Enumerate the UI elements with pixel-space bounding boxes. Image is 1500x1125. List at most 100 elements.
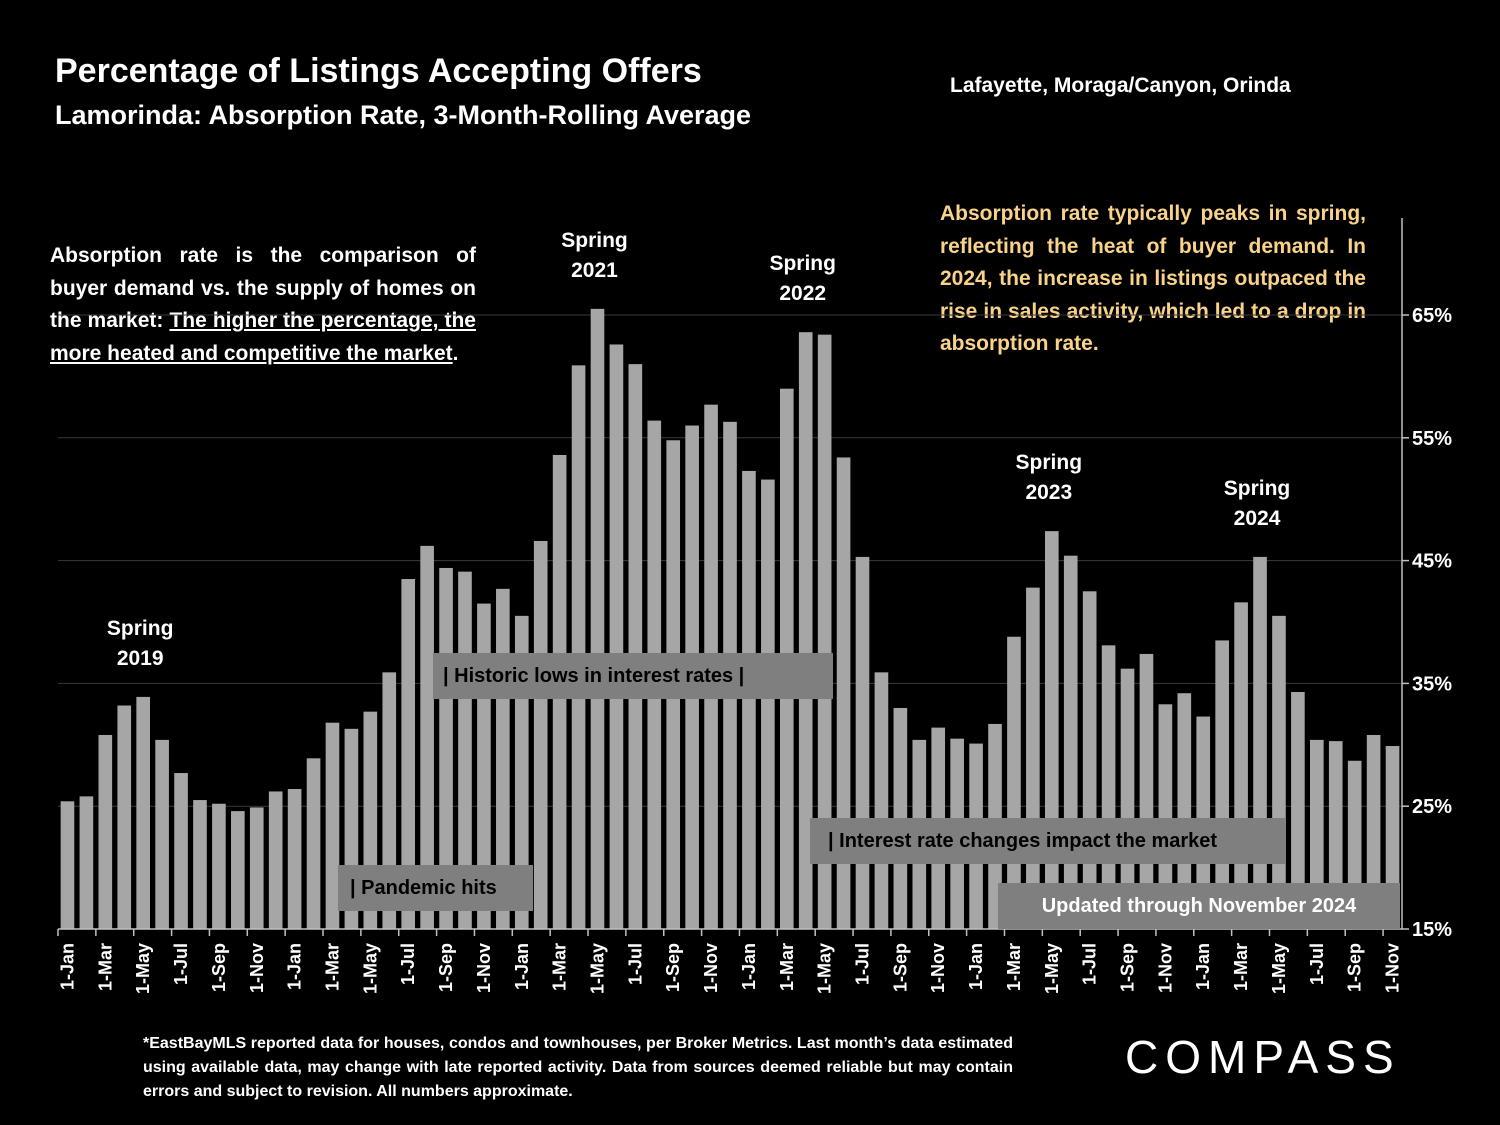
bar xyxy=(231,811,245,929)
x-tick-label: 1-May xyxy=(360,943,380,994)
x-tick-label: 1-Mar xyxy=(1004,943,1024,991)
x-tick-label: 1-Mar xyxy=(1231,943,1251,991)
bar xyxy=(325,722,340,929)
x-tick-label: 1-Jan xyxy=(1193,943,1213,990)
bar xyxy=(79,796,94,929)
bar xyxy=(590,308,605,929)
x-tick-label: 1-May xyxy=(587,943,607,994)
insight-note: Absorption rate typically peaks in sprin… xyxy=(940,202,1366,355)
y-tick-label: 25% xyxy=(1412,796,1452,818)
x-tick-label: 1-Jul xyxy=(1307,943,1327,985)
spring-annotations: Spring 2019 Spring 2021 Spring 2022 Spring 2023… xyxy=(107,229,1290,670)
x-tick-label: 1-May xyxy=(815,943,835,994)
x-tick-labels: 1-Jan 1-Mar 1-May 1-Jul 1-Sep 1-Nov 1-Jan 1-Mar… xyxy=(57,943,1402,994)
bar xyxy=(1366,734,1381,929)
bar xyxy=(761,479,775,929)
rate-changes-label: | Interest rate changes impact the marke… xyxy=(810,818,1285,864)
x-tick-label: 1-Jan xyxy=(966,943,986,990)
x-tick-label: 1-Jul xyxy=(853,943,873,985)
x-tick-label: 1-Jan xyxy=(512,943,532,990)
bar xyxy=(174,773,188,929)
x-tick-label: 1-Mar xyxy=(322,943,342,991)
bar xyxy=(798,332,813,929)
x-tick-label: 1-Nov xyxy=(928,943,948,993)
y-tick-label: 65% xyxy=(1412,305,1452,327)
x-tick-label: 1-Sep xyxy=(663,943,683,992)
bar xyxy=(382,672,397,929)
bar xyxy=(193,800,207,929)
bar xyxy=(817,334,832,929)
x-tick-label: 1-May xyxy=(1269,943,1289,994)
footnote: *EastBayMLS reported data for houses, co… xyxy=(143,1035,1013,1100)
bar xyxy=(1253,556,1267,929)
spring-annotation-line1: Spring xyxy=(1016,451,1083,474)
bar xyxy=(628,364,643,929)
bar xyxy=(855,556,870,929)
y-tick-label: 35% xyxy=(1412,673,1452,695)
bar xyxy=(609,344,624,929)
region-label: Lafayette, Moraga/Canyon, Orinda xyxy=(950,74,1291,97)
x-tick-label: 1-Jul xyxy=(398,943,418,985)
bar xyxy=(742,470,756,929)
x-tick-label: 1-Nov xyxy=(701,943,721,993)
x-tick-label: 1-Jan xyxy=(739,943,759,990)
x-tick-label: 1-Jan xyxy=(57,943,77,990)
x-tick-label: 1-Sep xyxy=(209,943,229,992)
bar xyxy=(571,365,586,929)
axes xyxy=(57,218,1409,936)
bar xyxy=(836,457,851,929)
bar xyxy=(401,579,416,929)
y-tick-label: 15% xyxy=(1412,919,1452,941)
bar xyxy=(212,803,226,929)
bar xyxy=(1328,741,1343,929)
y-tick-label: 55% xyxy=(1412,428,1452,450)
spring-annotation-line1: Spring xyxy=(1224,477,1291,500)
x-tick-label: 1-Mar xyxy=(550,943,570,991)
x-tick-label: 1-May xyxy=(1042,943,1062,994)
spring-annotation-line2: 2023 xyxy=(1025,481,1072,504)
bar xyxy=(420,545,434,929)
x-tick-label: 1-Jul xyxy=(625,943,645,985)
description-end: . xyxy=(452,341,459,365)
bar xyxy=(98,734,113,929)
y-tick-label: 45% xyxy=(1412,551,1452,573)
bar xyxy=(268,791,283,929)
bar xyxy=(60,801,75,929)
x-tick-label: 1-Jan xyxy=(285,943,305,990)
x-tick-label: 1-Sep xyxy=(436,943,456,992)
page-title: Percentage of Listings Accepting Offers xyxy=(55,52,702,90)
spring-annotation-line1: Spring xyxy=(107,617,174,640)
pandemic-label: | Pandemic hits xyxy=(338,865,533,911)
y-tick-labels: 15% 25% 35% 45% 55% 65% xyxy=(1412,305,1452,941)
bar xyxy=(287,789,302,929)
interest-lows-label: | Historic lows in interest rates | xyxy=(433,653,833,699)
x-tick-label: 1-Nov xyxy=(247,943,267,993)
bar xyxy=(1044,531,1059,929)
x-tick-label: 1-Sep xyxy=(1345,943,1365,992)
x-tick-label: 1-Jul xyxy=(171,943,191,985)
x-tick-label: 1-Nov xyxy=(1383,943,1403,993)
x-tick-label: 1-Mar xyxy=(95,943,115,991)
bar xyxy=(1310,739,1324,929)
bar xyxy=(533,540,548,929)
bar xyxy=(136,696,150,929)
bar xyxy=(1063,555,1078,929)
bar xyxy=(1177,693,1192,929)
spring-annotation-line2: 2021 xyxy=(571,259,618,282)
bar xyxy=(1291,691,1305,929)
description-plain: Absorption rate is the comparison of buy… xyxy=(50,244,476,332)
bar xyxy=(306,758,321,929)
bar xyxy=(1082,591,1097,929)
bar xyxy=(1158,704,1173,929)
x-tick-label: 1-Sep xyxy=(1118,943,1138,992)
spring-annotation-line1: Spring xyxy=(561,229,628,252)
updated-label: Updated through November 2024 xyxy=(998,883,1400,929)
x-tick-label: 1-Sep xyxy=(890,943,910,992)
compass-logo: COMPASS xyxy=(1125,1031,1401,1083)
spring-annotation-line2: 2019 xyxy=(117,647,164,670)
bar xyxy=(1026,587,1040,929)
x-tick-label: 1-May xyxy=(133,943,153,994)
spring-annotation-line2: 2022 xyxy=(779,282,826,305)
spring-annotation-line1: Spring xyxy=(769,252,836,275)
